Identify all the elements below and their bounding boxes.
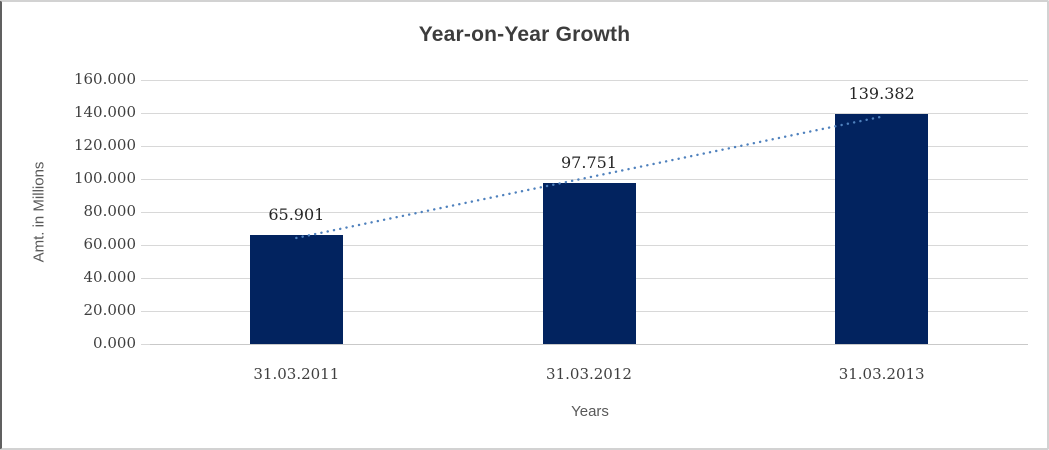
- y-tick-label: 140.000: [73, 103, 136, 121]
- y-tick-mark: [141, 211, 150, 213]
- y-tick-label: 60.000: [83, 235, 137, 253]
- bar: [249, 235, 343, 344]
- chart-title: Year-on-Year Growth: [418, 23, 631, 46]
- y-tick-label: 160.000: [73, 70, 136, 88]
- y-tick-mark: [141, 277, 150, 279]
- y-tick-mark: [141, 145, 150, 147]
- y-gridline: [150, 343, 1028, 345]
- y-tick-mark: [141, 244, 150, 246]
- y-tick-label: 40.000: [83, 268, 137, 286]
- y-tick-label: 80.000: [83, 202, 137, 220]
- bar: [542, 182, 636, 344]
- y-gridline: [150, 79, 1028, 81]
- bar-value-label: 65.901: [268, 205, 325, 225]
- y-tick-label: 100.000: [73, 169, 136, 187]
- x-tick-label: 31.03.2012: [546, 365, 632, 383]
- x-tick-label: 31.03.2013: [838, 365, 925, 383]
- y-tick-mark: [141, 178, 150, 180]
- bar-value-label: 97.751: [561, 152, 617, 172]
- y-tick-label: 120.000: [73, 136, 136, 154]
- y-tick-label: 0.000: [93, 334, 136, 352]
- y-tick-mark: [141, 112, 150, 114]
- bar: [835, 114, 929, 344]
- y-tick-label: 20.000: [83, 301, 137, 319]
- y-tick-mark: [141, 343, 150, 345]
- x-tick-label: 31.03.2011: [253, 365, 340, 383]
- y-gridline: [150, 112, 1028, 114]
- y-tick-mark: [141, 310, 150, 312]
- bar-value-label: 139.382: [848, 84, 915, 104]
- y-tick-mark: [141, 79, 150, 81]
- x-axis-title: Years: [571, 403, 609, 420]
